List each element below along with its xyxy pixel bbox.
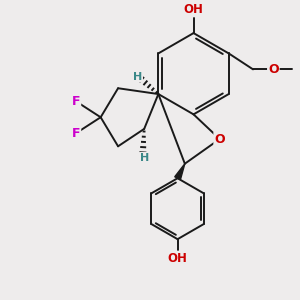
Polygon shape [175,164,185,180]
Text: H: H [140,153,149,163]
Text: H: H [133,72,142,82]
Text: O: O [214,133,225,146]
Text: O: O [268,63,279,76]
Text: OH: OH [168,251,188,265]
Text: F: F [72,127,80,140]
Text: F: F [72,95,80,108]
Text: OH: OH [184,3,203,16]
